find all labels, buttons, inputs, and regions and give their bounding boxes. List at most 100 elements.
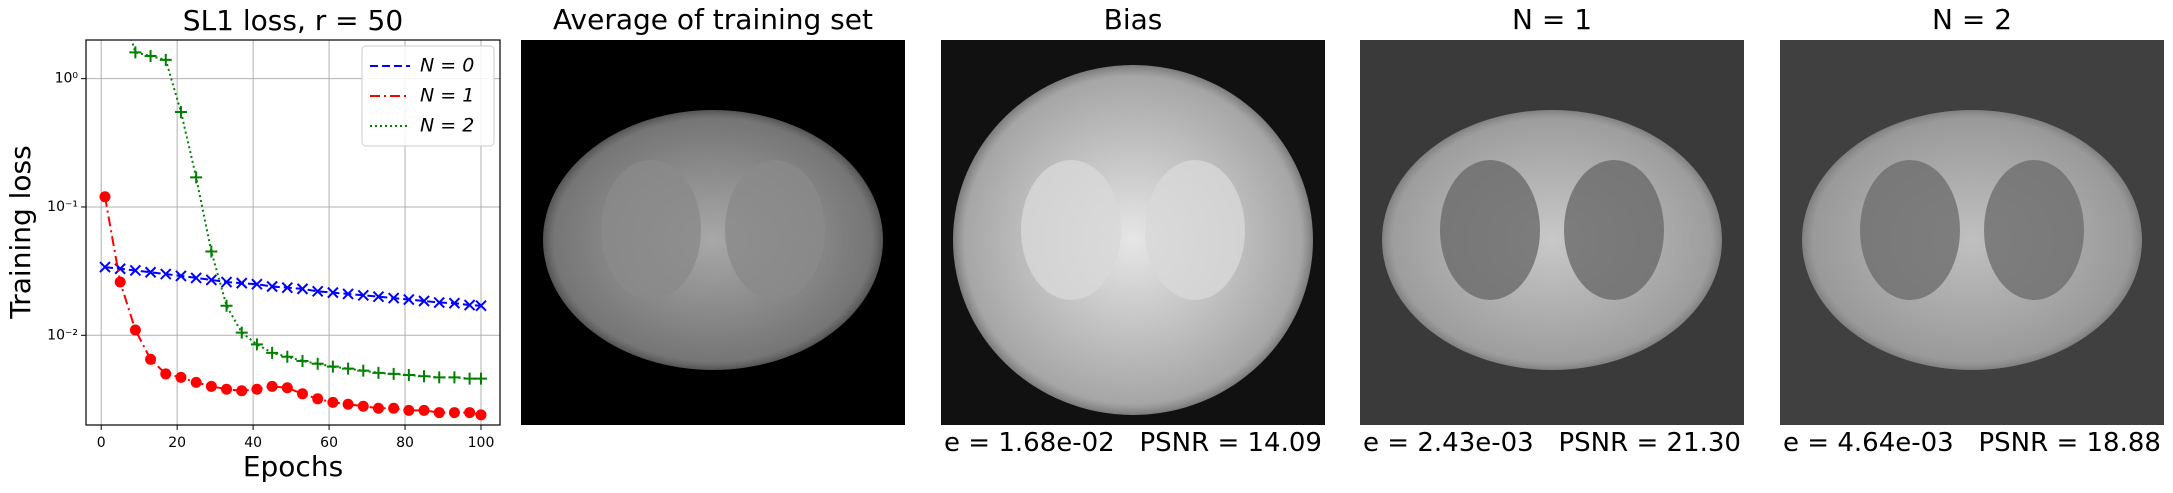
marker [402, 369, 415, 382]
marker [357, 289, 369, 301]
x-tick-label: 0 [97, 435, 106, 451]
marker [221, 383, 233, 395]
legend-label: N = 2 [420, 115, 474, 137]
panel-caption: e = 2.43e-03 PSNR = 21.30 [1363, 428, 1741, 458]
legend-label: N = 0 [420, 55, 474, 77]
marker [311, 285, 324, 298]
ct-image [941, 40, 1325, 425]
marker [403, 293, 415, 306]
marker [145, 353, 157, 365]
marker [475, 409, 487, 421]
marker [475, 300, 487, 312]
marker [327, 286, 339, 299]
marker [175, 270, 187, 282]
marker [311, 357, 324, 370]
ct-image [1780, 40, 2164, 425]
marker [236, 385, 248, 397]
marker [250, 338, 263, 351]
marker [475, 372, 488, 385]
marker [174, 105, 187, 118]
marker [296, 283, 309, 295]
marker [159, 53, 172, 66]
x-axis-label: Epochs [243, 450, 343, 483]
marker [129, 264, 142, 277]
marker [236, 277, 248, 289]
marker [190, 171, 203, 184]
marker [281, 281, 294, 294]
panel-title: Average of training set [553, 3, 873, 36]
image-panel: N = 1 e = 2.43e-03 PSNR = 21.30 [1360, 3, 1744, 458]
marker [448, 297, 461, 309]
marker [296, 388, 308, 400]
marker [281, 382, 293, 394]
marker [114, 276, 126, 288]
marker [296, 355, 309, 368]
marker [387, 292, 400, 304]
marker [266, 380, 278, 392]
panel-title: N = 1 [1511, 3, 1593, 36]
marker [205, 274, 218, 286]
marker [372, 402, 384, 414]
marker [463, 372, 476, 385]
marker [205, 380, 217, 392]
marker [403, 404, 415, 416]
marker [342, 288, 354, 300]
x-tick-label: 40 [244, 435, 262, 451]
marker [448, 371, 461, 384]
ct-image [521, 40, 905, 425]
series-line [104, 196, 482, 416]
marker [235, 326, 248, 339]
marker [357, 400, 369, 412]
y-tick-label: 10⁻² [47, 327, 78, 343]
marker [433, 296, 445, 309]
marker [160, 268, 172, 280]
y-axis-label: Training loss [4, 145, 37, 319]
plot-frame [85, 39, 501, 426]
marker [418, 295, 430, 307]
x-tick-label: 80 [396, 435, 414, 451]
x-tick-label: 20 [168, 435, 186, 451]
marker [433, 407, 445, 419]
marker [388, 402, 400, 414]
image-panel: Average of training set [521, 3, 905, 425]
y-tick-label: 10⁻¹ [47, 199, 78, 215]
plot-area [99, 40, 488, 421]
marker [251, 278, 263, 290]
x-tick-label: 100 [468, 435, 495, 451]
marker [342, 362, 355, 375]
panel-caption: e = 1.68e-02 PSNR = 14.09 [944, 428, 1322, 458]
marker [266, 346, 279, 359]
marker [448, 407, 460, 419]
chart: SL1 loss, r = 50 Epochs Training loss 0 2… [4, 4, 501, 483]
series-line [104, 266, 482, 307]
marker [357, 364, 370, 377]
marker [326, 360, 339, 373]
marker [144, 266, 157, 278]
marker [418, 370, 431, 383]
marker [342, 398, 354, 410]
marker [99, 191, 111, 203]
marker [129, 324, 141, 336]
legend-box [361, 45, 495, 147]
marker [387, 367, 400, 380]
marker [327, 396, 339, 408]
marker [205, 245, 218, 258]
marker [190, 376, 202, 388]
legend-label: N = 1 [420, 85, 474, 107]
marker [99, 261, 111, 273]
marker [418, 404, 430, 416]
marker [463, 299, 476, 311]
marker [464, 407, 476, 419]
marker [175, 371, 187, 383]
marker [266, 280, 278, 293]
panel-caption: e = 4.64e-03 PSNR = 18.88 [1783, 428, 2161, 458]
marker [190, 272, 202, 284]
panel-title: Bias [1103, 3, 1163, 36]
marker [281, 350, 294, 363]
marker [251, 383, 263, 395]
marker [144, 50, 157, 63]
image-panel: N = 2 e = 4.64e-03 PSNR = 18.88 [1780, 3, 2164, 458]
marker [312, 393, 324, 405]
marker [433, 371, 446, 384]
